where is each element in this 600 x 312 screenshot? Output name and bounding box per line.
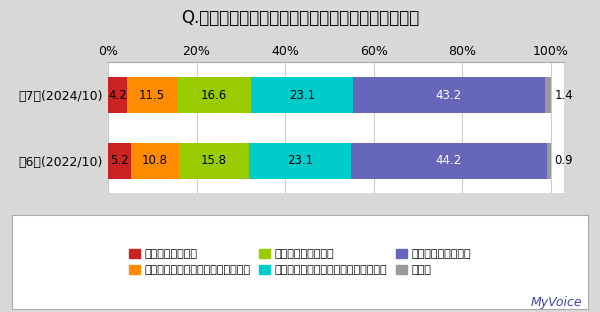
Bar — [179, 143, 249, 179]
Text: 23.1: 23.1 — [289, 89, 315, 102]
Text: 44.2: 44.2 — [436, 154, 462, 167]
Text: 1.4: 1.4 — [554, 89, 573, 102]
Bar — [178, 77, 251, 113]
Text: 11.5: 11.5 — [139, 89, 165, 102]
Legend: 足りていると思う, どちらかといえば足りていると思う, どちらともいえない, どちらかといえば不足していると思う, 不足していると思う, 無回答: 足りていると思う, どちらかといえば足りていると思う, どちらともいえない, ど… — [124, 244, 476, 280]
Text: 16.6: 16.6 — [201, 89, 227, 102]
Bar — [108, 143, 131, 179]
Text: 23.1: 23.1 — [287, 154, 313, 167]
Bar — [547, 143, 551, 179]
Bar — [353, 77, 545, 113]
Bar — [545, 77, 551, 113]
Bar — [108, 77, 127, 113]
Text: 43.2: 43.2 — [436, 89, 462, 102]
Bar — [127, 77, 178, 113]
Text: Q.自身の運動量について、どのように思いますか？: Q.自身の運動量について、どのように思いますか？ — [181, 9, 419, 27]
Text: 10.8: 10.8 — [142, 154, 168, 167]
Bar — [131, 143, 179, 179]
Text: 5.2: 5.2 — [110, 154, 129, 167]
Text: 4.2: 4.2 — [108, 89, 127, 102]
Text: 0.9: 0.9 — [554, 154, 573, 167]
Bar — [351, 143, 547, 179]
Text: MyVoice: MyVoice — [530, 296, 582, 309]
Bar — [249, 143, 351, 179]
Text: 15.8: 15.8 — [201, 154, 227, 167]
Bar — [251, 77, 353, 113]
